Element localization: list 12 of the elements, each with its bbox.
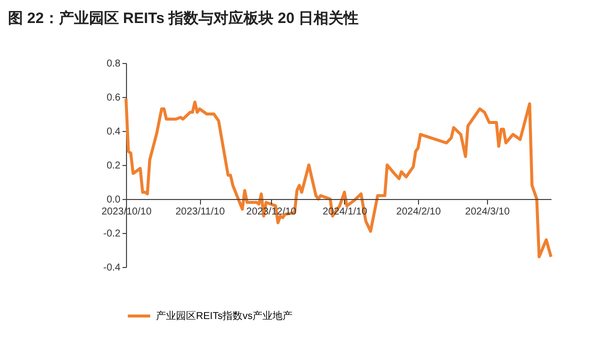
y-tick-label: 0.0 — [106, 194, 121, 206]
y-tick-label: 0.4 — [106, 126, 121, 138]
y-tick-label: -0.2 — [103, 228, 121, 240]
y-tick-label: 0.2 — [106, 160, 121, 172]
x-tick-label: 2024/3/10 — [465, 206, 510, 218]
y-tick-label: -0.4 — [103, 262, 121, 274]
legend-label: 产业园区REITs指数vs产业地产 — [156, 310, 293, 322]
chart-title: 图 22：产业园区 REITs 指数与对应板块 20 日相关性 — [8, 9, 359, 27]
x-tick-label: 2024/2/10 — [396, 206, 442, 218]
y-tick-label: 0.8 — [106, 58, 121, 70]
y-tick-label: 0.6 — [106, 92, 121, 104]
x-tick-label: 2023/11/10 — [175, 206, 226, 218]
